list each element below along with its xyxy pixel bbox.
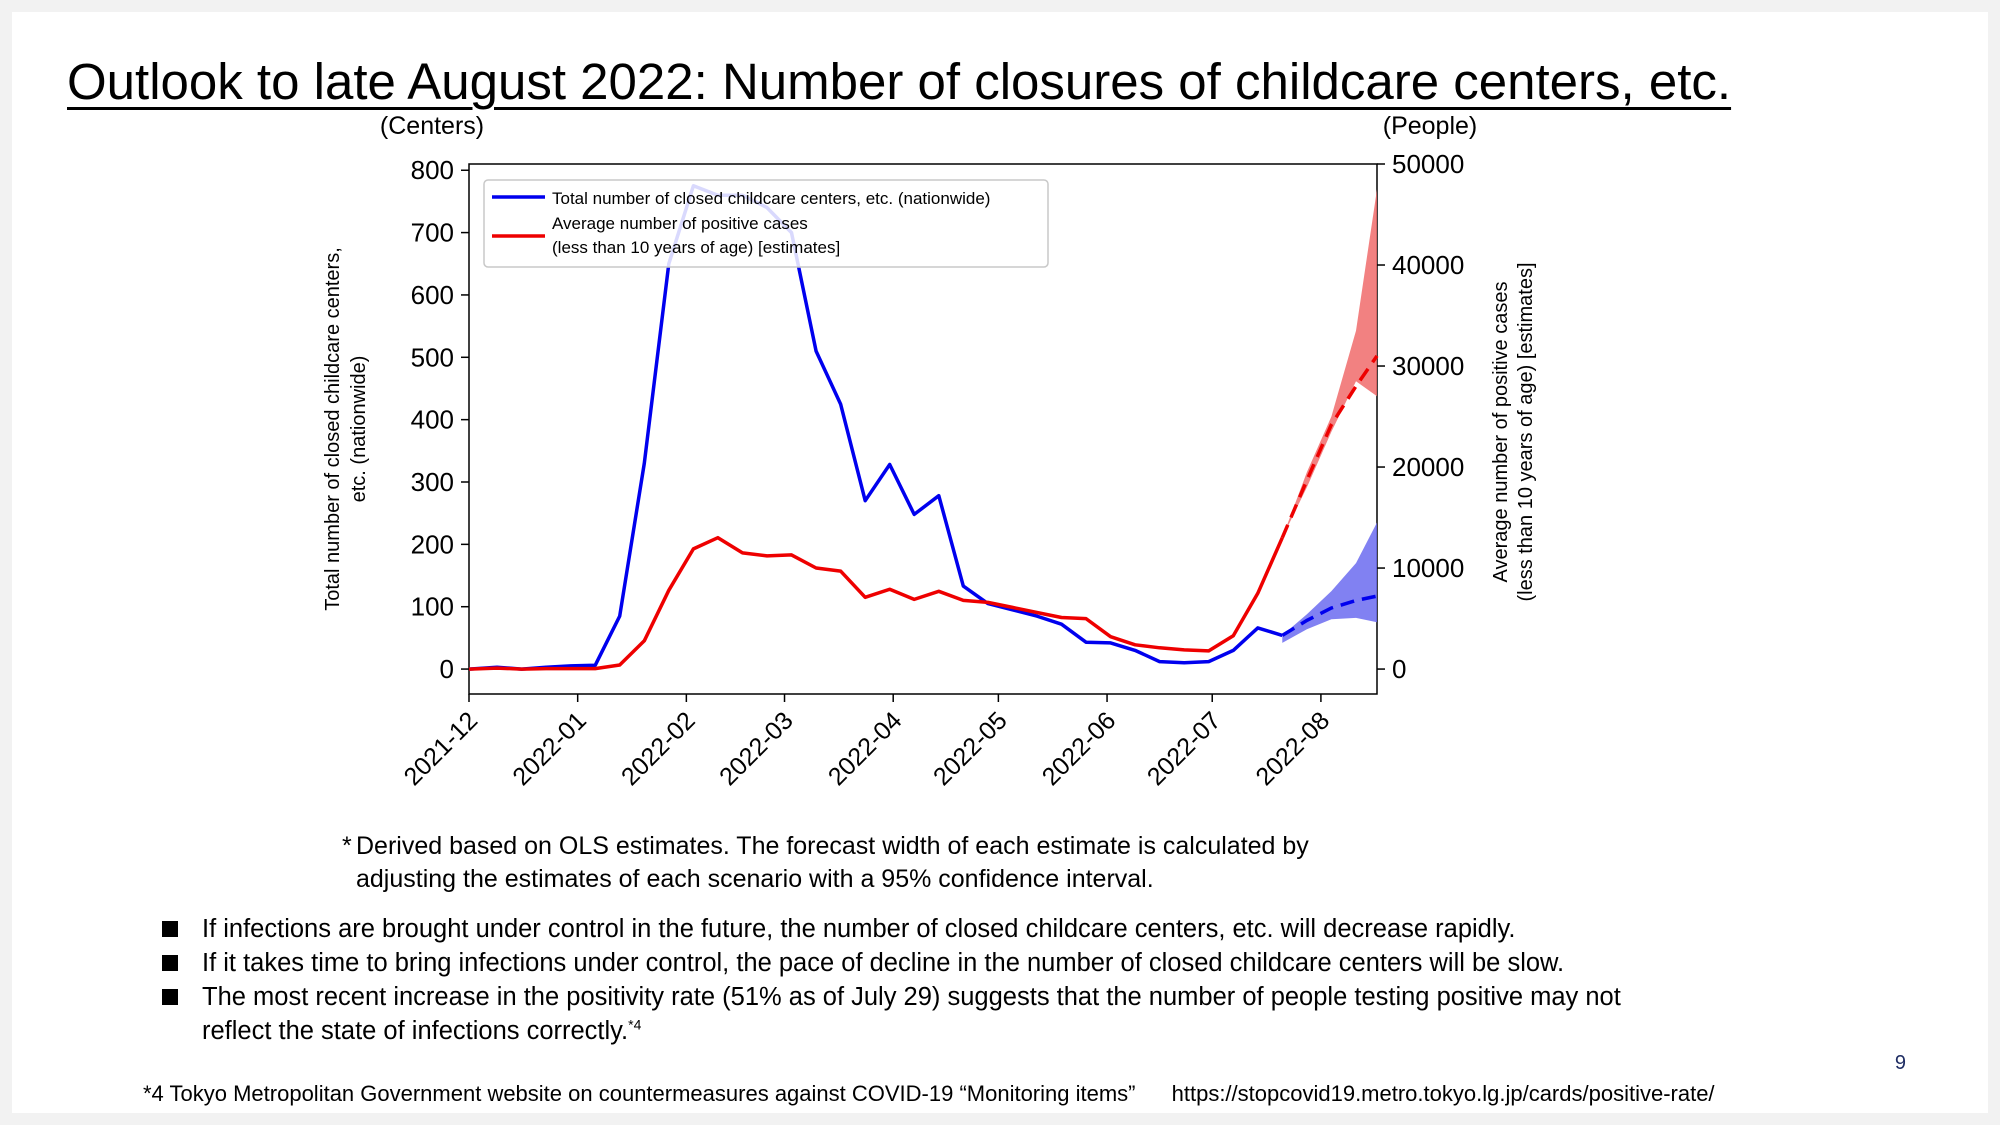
left-axis-tick-label: 200: [411, 529, 454, 559]
series-line-0: [468, 184, 1283, 671]
plot-frame: [468, 163, 1378, 695]
note-line-2: adjusting the estimates of each scenario…: [356, 865, 1154, 893]
chart-note: * Derived based on OLS estimates. The fo…: [342, 830, 1442, 896]
left-axis-title-line1: Total number of closed childcare centers…: [322, 247, 344, 611]
forecast-band-0: [1282, 522, 1377, 643]
legend-label-red-line1: Average number of positive cases: [552, 214, 808, 233]
bullet-square-icon: [162, 955, 178, 971]
bullet-text-1: If infections are brought under control …: [202, 915, 1516, 943]
right-axis-title-line1: Average number of positive cases: [1490, 282, 1512, 583]
x-axis-tick-label: 2022-06: [1037, 706, 1122, 791]
bullet-item: If infections are brought under control …: [152, 912, 1872, 946]
left-axis-tick-label: 0: [440, 654, 454, 684]
x-axis-tick-label: 2022-02: [616, 706, 701, 791]
x-axis-tick-label: 2022-07: [1142, 706, 1227, 791]
forecast-line-0: [1281, 594, 1378, 637]
left-axis-tick-label: 300: [411, 467, 454, 497]
legend-box: [483, 179, 1049, 268]
legend-label-red-line2: (less than 10 years of age) [estimates]: [552, 238, 840, 257]
right-axis-tick-label: 30000: [1392, 351, 1464, 381]
chart: 0 100 200 300 400 500 600 700 800 0 10000 20000 3000…: [322, 112, 1537, 791]
right-axis-tick-label: 20000: [1392, 452, 1464, 482]
footnote: *4 Tokyo Metropolitan Government website…: [143, 1081, 1715, 1107]
right-axis-unit: (People): [1383, 112, 1478, 140]
left-axis-title-line2: etc. (nationwide): [348, 356, 370, 503]
right-axis-tick-label: 40000: [1392, 250, 1464, 280]
legend-label-blue: Total number of closed childcare centers…: [552, 189, 990, 208]
forecast-band-1: [1282, 189, 1377, 538]
page-title: Outlook to late August 2022: Number of c…: [67, 53, 1732, 110]
x-axis-tick-label: 2022-05: [928, 706, 1013, 791]
forecast-line-1: [1280, 354, 1379, 539]
left-axis-unit: (Centers): [380, 112, 484, 140]
left-axis-tick-label: 600: [411, 280, 454, 310]
left-axis-tick-label: 100: [411, 592, 454, 622]
left-axis-tick-label: 800: [411, 155, 454, 185]
bullet-item: If it takes time to bring infections und…: [152, 946, 1872, 980]
bullet-text-3-cont: reflect the state of infections correctl…: [202, 1017, 629, 1045]
bullet-item: The most recent increase in the positivi…: [152, 980, 1872, 1048]
footnote-url: https://stopcovid19.metro.tokyo.lg.jp/ca…: [1171, 1081, 1715, 1106]
right-axis-tick-label: 10000: [1392, 553, 1464, 583]
legend: Total number of closed childcare centers…: [483, 179, 1049, 268]
right-axis-title-line2: (less than 10 years of age) [estimates]: [1515, 262, 1537, 601]
bullet-text-3: The most recent increase in the positivi…: [202, 983, 1621, 1011]
note-asterisk: *: [342, 832, 352, 860]
right-axis-tick-label: 50000: [1392, 149, 1464, 179]
bullet-text-2: If it takes time to bring infections und…: [202, 949, 1565, 977]
right-axis-tick-label: 0: [1392, 654, 1406, 684]
bullet-list: If infections are brought under control …: [152, 912, 1872, 1048]
footnote-text: *4 Tokyo Metropolitan Government website…: [143, 1081, 1136, 1106]
left-axis-tick-label: 700: [411, 218, 454, 248]
x-axis-tick-label: 2022-08: [1250, 706, 1335, 791]
left-axis-tick-label: 400: [411, 405, 454, 435]
bullet-square-icon: [162, 989, 178, 1005]
note-line-1: Derived based on OLS estimates. The fore…: [356, 832, 1309, 860]
series-line-1: [468, 535, 1284, 671]
x-axis-tick-label: 2022-04: [823, 706, 908, 791]
slide: Outlook to late August 2022: Number of c…: [12, 12, 1988, 1113]
bullet-footnote-ref: *4: [628, 1016, 642, 1033]
bullet-square-icon: [162, 921, 178, 937]
x-axis-tick-label: 2021-12: [399, 706, 484, 791]
page-number: 9: [1894, 1052, 1906, 1074]
left-axis-tick-label: 500: [411, 342, 454, 372]
x-axis-tick-label: 2022-03: [714, 706, 799, 791]
x-axis-tick-label: 2022-01: [507, 706, 592, 791]
